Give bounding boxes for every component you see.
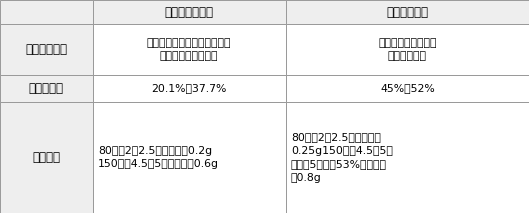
Bar <box>286 0 529 24</box>
Text: 80天：2～2.5龄；单虫重
0.25g150天：4.5～5龄
（其中5龄虫占53%）；单虫
重0.8g: 80天：2～2.5龄；单虫重 0.25g150天：4.5～5龄 （其中5龄虫占5… <box>291 132 393 183</box>
Text: 表层土出现少量霉菌
下层土无霉菌: 表层土出现少量霉菌 下层土无霉菌 <box>378 38 436 61</box>
Text: 80天：2～2.5龄；单虫重0.2g
150天：4.5～5龄；单虫重0.6g: 80天：2～2.5龄；单虫重0.2g 150天：4.5～5龄；单虫重0.6g <box>98 146 219 169</box>
Bar <box>93 102 286 213</box>
Bar <box>0 0 93 24</box>
Text: 幼虫长势: 幼虫长势 <box>32 151 60 164</box>
Text: 相同条件下整盒土壤出现霉菌
表层土大量滋生霉菌: 相同条件下整盒土壤出现霉菌 表层土大量滋生霉菌 <box>147 38 231 61</box>
Bar <box>286 75 529 102</box>
Text: 已有的饲养方法: 已有的饲养方法 <box>165 6 214 19</box>
Text: 杂菌生长情况: 杂菌生长情况 <box>25 43 67 56</box>
Bar <box>93 24 286 75</box>
Bar <box>286 24 529 75</box>
Bar <box>0 24 93 75</box>
Bar <box>0 75 93 102</box>
Text: 20.1%～37.7%: 20.1%～37.7% <box>151 83 227 93</box>
Text: 45%～52%: 45%～52% <box>380 83 435 93</box>
Text: 本发明的方法: 本发明的方法 <box>386 6 428 19</box>
Text: 幼虫存活率: 幼虫存活率 <box>29 82 64 95</box>
Bar <box>286 102 529 213</box>
Bar <box>0 102 93 213</box>
Bar <box>93 0 286 24</box>
Bar <box>93 75 286 102</box>
